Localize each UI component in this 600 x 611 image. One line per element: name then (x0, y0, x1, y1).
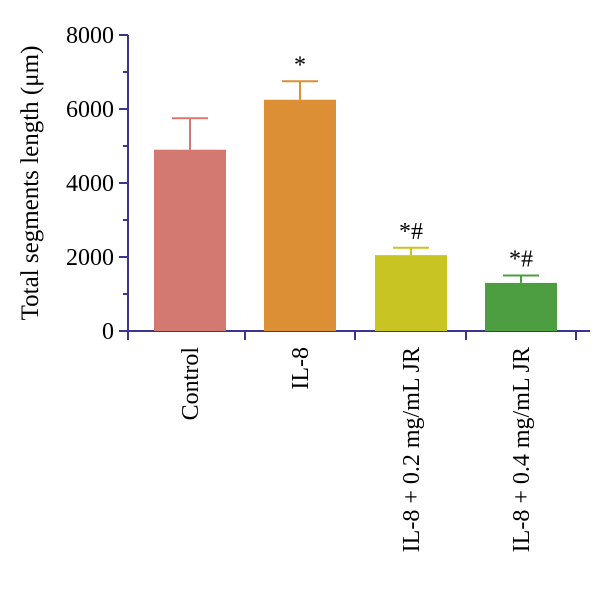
x-category-label: Control (178, 347, 204, 421)
y-tick-label: 6000 (66, 97, 114, 123)
y-tick-label: 8000 (66, 23, 114, 49)
y-tick-label: 4000 (66, 171, 114, 197)
y-tick-label: 0 (102, 319, 114, 345)
y-axis-title-main: Total segments length (μm) (17, 46, 44, 321)
x-category-label: IL-8 + 0.2 mg/mL JR (399, 347, 425, 552)
bar (264, 99, 336, 331)
significance-annotation: * (294, 52, 306, 78)
x-category-label: IL-8 + 0.4 mg/mL JR (509, 347, 535, 552)
significance-annotation: *# (399, 219, 423, 245)
bar (485, 282, 557, 331)
significance-annotation: *# (509, 247, 533, 273)
y-tick-label: 2000 (66, 245, 114, 271)
x-category-label: IL-8 (288, 347, 314, 390)
y-axis-title: Total segments length (μm) (17, 46, 44, 321)
bar (375, 255, 447, 331)
bar (154, 149, 226, 331)
